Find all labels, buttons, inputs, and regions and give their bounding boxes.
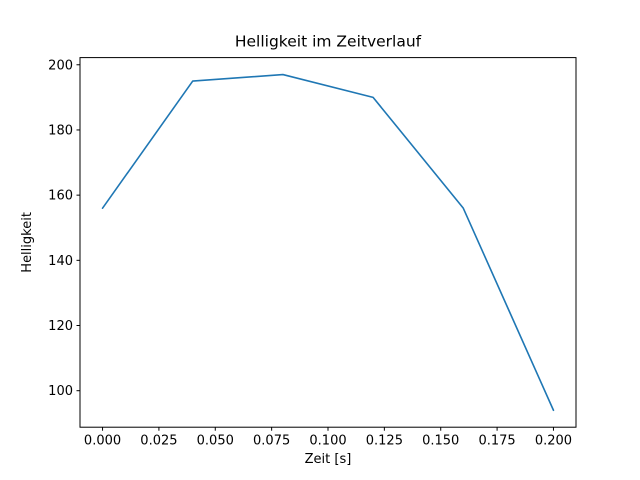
plot-frame: [79, 57, 577, 428]
x-tick-label: 0.175: [478, 434, 515, 449]
x-tick-label: 0.150: [422, 434, 459, 449]
y-tick-label: 180: [48, 123, 73, 138]
data-line-helligkeit: [101, 73, 555, 412]
y-tick-label: 160: [48, 189, 73, 204]
y-tick-label: 100: [48, 384, 73, 399]
y-tick-label: 200: [48, 58, 73, 73]
x-tick-label: 0.125: [366, 434, 403, 449]
x-tick-label: 0.000: [84, 434, 121, 449]
y-axis-label: Helligkeit: [20, 212, 35, 273]
x-tick-label: 0.100: [309, 434, 346, 449]
x-tick-label: 0.200: [535, 434, 572, 449]
chart-title: Helligkeit im Zeitverlauf: [235, 33, 422, 51]
x-tick-label: 0.050: [197, 434, 234, 449]
x-tick-label: 0.025: [140, 434, 177, 449]
x-axis-label: Zeit [s]: [305, 452, 352, 467]
y-tick-label: 140: [48, 254, 73, 269]
x-tick-label: 0.075: [253, 434, 290, 449]
y-tick-label: 120: [48, 319, 73, 334]
